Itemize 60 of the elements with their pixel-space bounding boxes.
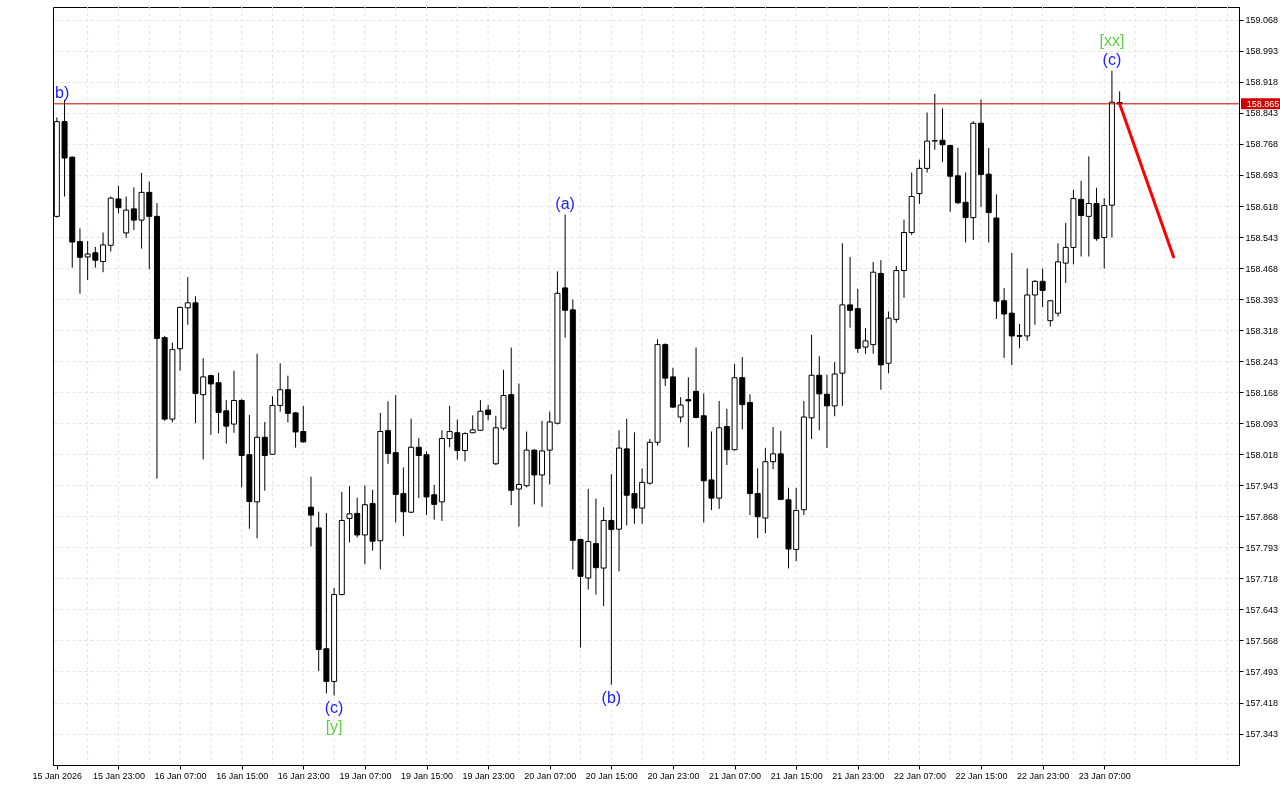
x-tick-label: 16 Jan 15:00: [216, 770, 269, 781]
x-tick-label: 20 Jan 07:00: [524, 770, 577, 781]
x-tick-label: 22 Jan 23:00: [1017, 770, 1070, 781]
x-tick-label: 21 Jan 15:00: [770, 770, 823, 781]
y-tick-label: 158.768: [1245, 139, 1279, 150]
candlestick: [823, 374, 830, 449]
candlestick: [307, 476, 314, 548]
x-tick-label: 22 Jan 07:00: [893, 770, 946, 781]
candlestick: [677, 396, 684, 423]
annotation: (a): [555, 194, 575, 212]
y-tick-label: 157.718: [1245, 573, 1279, 584]
x-tick-label: 16 Jan 23:00: [277, 770, 330, 781]
annotation: b): [55, 84, 70, 101]
y-tick-label: 157.943: [1245, 480, 1279, 491]
y-tick-label: 158.018: [1245, 449, 1279, 460]
y-tick-label: 157.793: [1245, 542, 1279, 553]
y-tick-label: 158.993: [1245, 46, 1279, 57]
x-tick-label: 23 Jan 07:00: [1078, 770, 1131, 781]
x-tick-label: 21 Jan 07:00: [709, 770, 762, 781]
y-tick-label: 158.843: [1245, 108, 1279, 119]
annotation: (c): [324, 699, 344, 717]
y-tick-label: 158.393: [1245, 294, 1279, 305]
candlestick: [462, 431, 469, 462]
y-tick-label: 158.543: [1245, 232, 1279, 243]
x-tick-label: 16 Jan 07:00: [154, 770, 207, 781]
y-tick-label: 158.693: [1245, 170, 1279, 181]
y-tick-label: 157.568: [1245, 635, 1279, 646]
candlestick: [1047, 299, 1054, 327]
y-tick-label: 157.643: [1245, 604, 1279, 615]
x-tick-label: 21 Jan 23:00: [832, 770, 885, 781]
y-tick-label: 158.468: [1245, 263, 1279, 274]
x-tick-label: 20 Jan 23:00: [647, 770, 700, 781]
annotation: (c): [1102, 50, 1122, 68]
candlestick: [230, 370, 237, 434]
annotation: [y]: [325, 718, 343, 736]
x-tick-label: 22 Jan 15:00: [955, 770, 1008, 781]
x-tick-label: 20 Jan 15:00: [585, 770, 638, 781]
y-tick-label: 157.493: [1245, 666, 1279, 677]
y-tick-label: 159.068: [1245, 15, 1279, 26]
y-tick-label: 158.618: [1245, 201, 1279, 212]
y-tick-label: 158.243: [1245, 356, 1279, 367]
y-tick-label: 157.343: [1245, 729, 1279, 740]
x-tick-label: 19 Jan 23:00: [462, 770, 515, 781]
y-tick-label: 157.418: [1245, 698, 1279, 709]
y-tick-label: 158.318: [1245, 325, 1279, 336]
y-tick-label: 157.868: [1245, 511, 1279, 522]
candlestick: [123, 196, 130, 239]
x-tick-label: 19 Jan 15:00: [400, 770, 454, 781]
candlestick: [385, 400, 392, 465]
x-tick-label: 15 Jan 2026: [32, 770, 83, 781]
x-tick-label: 15 Jan 23:00: [92, 770, 145, 781]
y-tick-label: 158.918: [1245, 77, 1279, 88]
y-tick-label: 158.093: [1245, 418, 1279, 429]
candlestick: [76, 227, 83, 295]
annotation: (b): [601, 688, 622, 706]
annotation: [xx]: [1099, 31, 1125, 49]
candlestick: [539, 420, 546, 508]
y-tick-label: 158.168: [1245, 387, 1279, 398]
ref-line-label: 158.865: [1246, 98, 1280, 109]
x-tick-label: 19 Jan 07:00: [339, 770, 392, 781]
